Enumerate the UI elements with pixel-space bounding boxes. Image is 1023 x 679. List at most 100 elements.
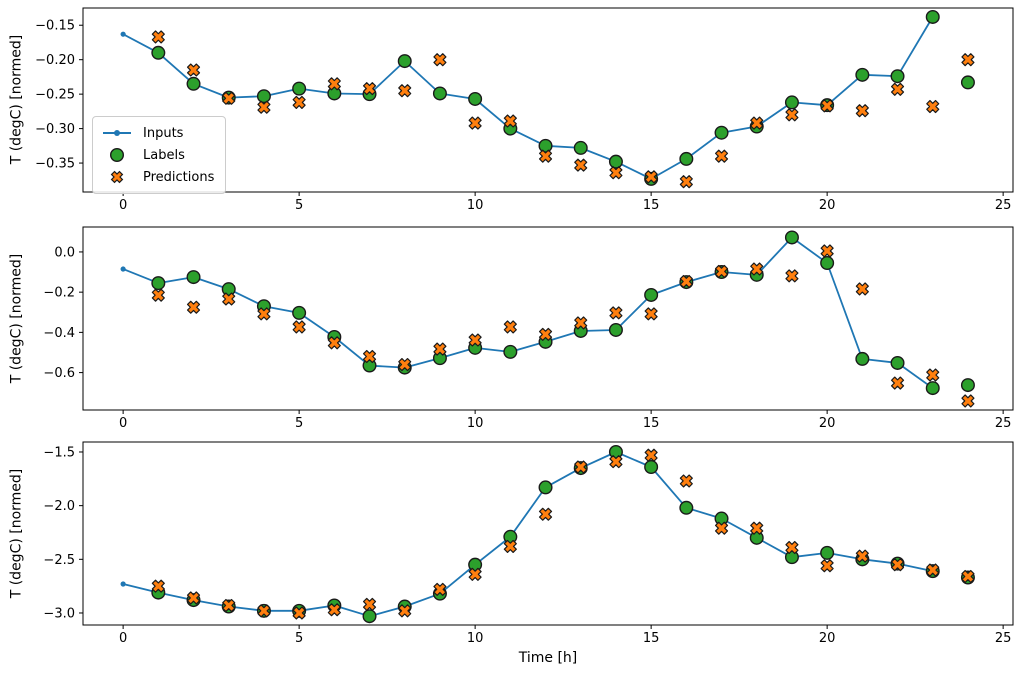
predictions-marker xyxy=(468,567,482,581)
predictions-marker xyxy=(961,394,975,408)
predictions-marker xyxy=(151,30,165,44)
predictions-marker xyxy=(644,448,658,462)
x-tick-label: 10 xyxy=(467,198,484,213)
y-tick-label: −0.20 xyxy=(35,53,75,68)
predictions-marker xyxy=(538,149,553,163)
inputs-line xyxy=(122,451,933,618)
legend-item-predictions: Predictions xyxy=(101,166,214,188)
predictions-marker xyxy=(398,357,412,372)
labels-marker xyxy=(679,151,694,166)
y-tick-label: −3.0 xyxy=(43,606,75,621)
predictions-marker xyxy=(644,170,658,184)
labels-marker xyxy=(644,460,659,475)
labels-marker xyxy=(608,154,623,169)
inputs-marker xyxy=(120,581,126,587)
x-tick-label: 5 xyxy=(295,416,303,431)
predictions-marker xyxy=(679,175,693,189)
labels-marker xyxy=(855,67,870,82)
x-tick-label: 25 xyxy=(995,416,1012,431)
predictions-marker xyxy=(644,307,658,321)
labels-circle-icon xyxy=(109,147,125,163)
labels-marker xyxy=(538,138,553,153)
predictions-marker xyxy=(785,269,799,283)
predictions-marker xyxy=(785,540,799,555)
labels-marker xyxy=(679,500,694,515)
predictions-marker xyxy=(926,563,940,577)
predictions-marker xyxy=(186,591,201,605)
labels-marker xyxy=(960,378,975,393)
x-tick-label: 10 xyxy=(467,416,484,431)
predictions-marker xyxy=(503,114,517,128)
labels-marker xyxy=(468,91,483,106)
legend-item-labels: Labels xyxy=(101,144,214,166)
labels-marker xyxy=(714,125,729,140)
predictions-marker xyxy=(890,376,905,390)
labels-marker xyxy=(784,230,799,245)
x-tick-label: 0 xyxy=(119,416,127,431)
predictions-marker xyxy=(574,158,588,172)
labels-marker xyxy=(397,54,412,69)
labels-marker xyxy=(151,276,166,291)
predictions-marker xyxy=(538,327,553,341)
x-tick-label: 0 xyxy=(119,631,127,646)
x-tick-label: 20 xyxy=(819,631,836,646)
legend: Inputs Labels Predictions xyxy=(92,116,227,194)
y-tick-label: −0.25 xyxy=(35,88,75,103)
predictions-marker xyxy=(186,300,201,314)
predictions-marker xyxy=(538,507,553,521)
y-tick-label: −0.35 xyxy=(35,157,75,172)
x-tick-label: 15 xyxy=(643,198,660,213)
x-tick-label: 20 xyxy=(819,198,836,213)
predictions-marker xyxy=(468,116,482,130)
y-tick-label: −0.15 xyxy=(35,19,75,34)
predictions-marker xyxy=(714,149,729,163)
predictions-marker xyxy=(503,539,517,554)
x-axis-label: Time [h] xyxy=(518,650,578,666)
inputs-line xyxy=(122,236,934,389)
predictions-marker xyxy=(186,63,201,77)
predictions-marker xyxy=(609,166,623,180)
labels-marker xyxy=(151,45,166,60)
labels-marker xyxy=(749,530,764,545)
predictions-marker xyxy=(222,292,236,306)
predictions-marker xyxy=(292,95,306,109)
y-tick-label: −0.6 xyxy=(43,366,75,381)
predictions-marker xyxy=(503,320,517,334)
labels-marker xyxy=(186,76,201,91)
predictions-marker xyxy=(961,53,975,67)
y-axis-label-subplot-1: T (degC) [normed] xyxy=(8,34,25,165)
y-tick-label: −1.5 xyxy=(43,445,75,460)
labels-marker xyxy=(925,381,940,396)
predictions-marker xyxy=(257,604,271,618)
labels-marker xyxy=(327,86,342,101)
predictions-marker xyxy=(327,603,341,617)
predictions-marker xyxy=(433,53,447,67)
predictions-marker xyxy=(820,559,834,573)
predictions-marker xyxy=(609,306,623,320)
predictions-marker xyxy=(820,244,834,258)
predictions-marker xyxy=(926,368,940,382)
predictions-marker xyxy=(151,288,165,302)
axes-frame-subplot-2 xyxy=(82,226,1014,411)
predictions-marker xyxy=(750,116,764,130)
labels-marker xyxy=(292,81,307,96)
x-tick-label: 20 xyxy=(819,416,836,431)
predictions-marker xyxy=(714,264,729,279)
predictions-marker xyxy=(433,582,447,596)
labels-marker xyxy=(468,557,483,572)
predictions-marker xyxy=(433,342,447,356)
y-tick-label: −0.30 xyxy=(35,122,75,137)
labels-marker xyxy=(573,140,588,155)
inputs-marker xyxy=(120,266,126,272)
inputs-line xyxy=(122,16,934,180)
labels-marker xyxy=(820,545,835,560)
labels-marker xyxy=(925,9,940,24)
labels-marker xyxy=(503,529,518,544)
labels-marker xyxy=(855,351,870,366)
labels-marker xyxy=(890,355,905,370)
labels-marker xyxy=(432,86,447,101)
predictions-marker xyxy=(222,598,236,613)
predictions-marker xyxy=(574,316,588,330)
predictions-marker xyxy=(327,336,341,350)
